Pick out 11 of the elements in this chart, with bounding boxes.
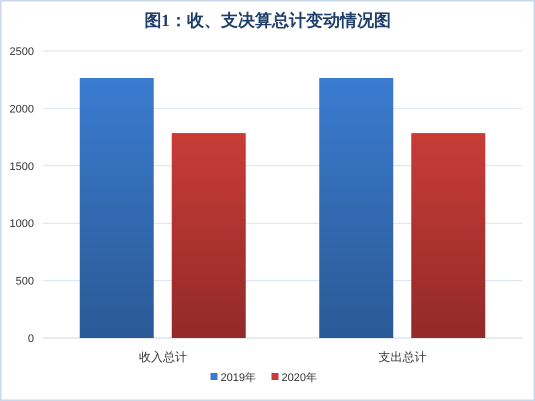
y-tick-label: 2500 xyxy=(10,46,34,58)
y-tick-label: 500 xyxy=(16,276,34,288)
y-tick-label: 2000 xyxy=(10,103,34,116)
legend-label: 2019年 xyxy=(220,372,256,384)
y-tick-label: 1500 xyxy=(10,160,34,173)
legend-label: 2020年 xyxy=(282,372,317,384)
chart-title: 图1：收、支决算总计变动情况图 xyxy=(144,11,391,30)
x-tick-label: 支出总计 xyxy=(378,350,426,364)
x-tick-label: 收入总计 xyxy=(138,350,187,364)
y-tick-label: 0 xyxy=(28,333,34,345)
y-tick-label: 1000 xyxy=(10,218,34,230)
